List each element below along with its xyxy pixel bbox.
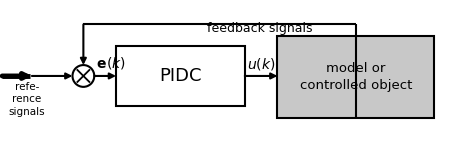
Bar bbox=[278, 36, 434, 118]
Bar bbox=[116, 46, 245, 106]
Text: $\mathbf{e}$: $\mathbf{e}$ bbox=[96, 57, 107, 71]
Text: feedback signals: feedback signals bbox=[207, 22, 312, 35]
Text: controlled object: controlled object bbox=[300, 79, 412, 92]
Text: PIDC: PIDC bbox=[159, 67, 202, 85]
Circle shape bbox=[72, 65, 94, 87]
Text: $(k)$: $(k)$ bbox=[106, 55, 126, 71]
Text: model or: model or bbox=[326, 61, 385, 75]
Text: $u(k)$: $u(k)$ bbox=[247, 56, 275, 72]
Text: refe-
rence
signals: refe- rence signals bbox=[9, 82, 45, 117]
